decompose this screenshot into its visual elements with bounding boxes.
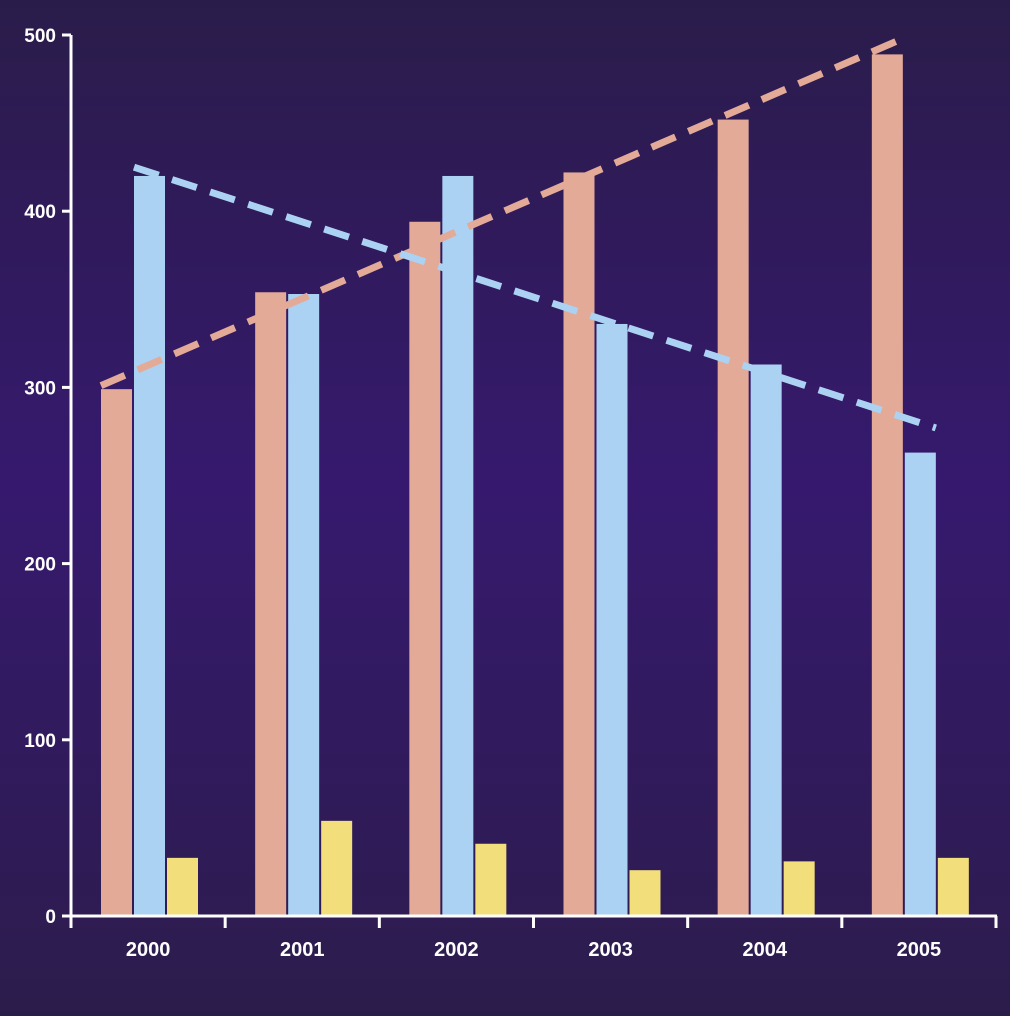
bar-2004-series-1 [717, 119, 749, 917]
x-tick-label-2002: 2002 [434, 939, 479, 961]
bar-2000-series-2 [134, 175, 165, 916]
y-tick-label-500: 500 [24, 26, 56, 47]
y-tick-label-200: 200 [24, 555, 56, 576]
bar-2005-series-1 [871, 54, 903, 916]
y-tick-label-100: 100 [24, 731, 56, 752]
y-tick-label-400: 400 [24, 202, 56, 223]
bar-2005-series-2 [904, 452, 936, 916]
bar-2002-series-3 [475, 843, 507, 916]
bar-2001-series-2 [288, 294, 320, 916]
bar-2002-series-1 [409, 221, 441, 917]
bar-2004-series-3 [783, 861, 815, 916]
bar-2000-series-3 [167, 857, 198, 916]
y-tick-label-0: 0 [45, 907, 56, 928]
bar-2005-series-3 [937, 857, 969, 916]
bar-2003-series-3 [629, 870, 661, 916]
x-tick-label-2004: 2004 [743, 939, 788, 961]
y-tick-label-300: 300 [24, 378, 56, 399]
bar-2000-series-1 [101, 389, 132, 916]
trendlines-layer [99, 35, 937, 432]
bars-layer [101, 54, 969, 917]
axes-layer: 0 100 200 300 400 500 2000 2001 2002 2003 2004 2005 [24, 26, 998, 961]
bar-2001-series-3 [321, 820, 353, 916]
x-tick-label-2005: 2005 [897, 939, 942, 961]
trendline-series-2 [132, 163, 937, 432]
bar-2002-series-2 [442, 175, 474, 916]
x-tick-label-2003: 2003 [588, 939, 633, 961]
x-tick-label-2000: 2000 [126, 939, 171, 961]
bar-2003-series-2 [596, 323, 628, 916]
trendline-series-1 [99, 35, 905, 389]
x-tick-label-2001: 2001 [280, 939, 325, 961]
bar-2001-series-1 [255, 292, 287, 916]
bar-2003-series-1 [563, 172, 595, 916]
bar-2004-series-2 [750, 364, 782, 916]
